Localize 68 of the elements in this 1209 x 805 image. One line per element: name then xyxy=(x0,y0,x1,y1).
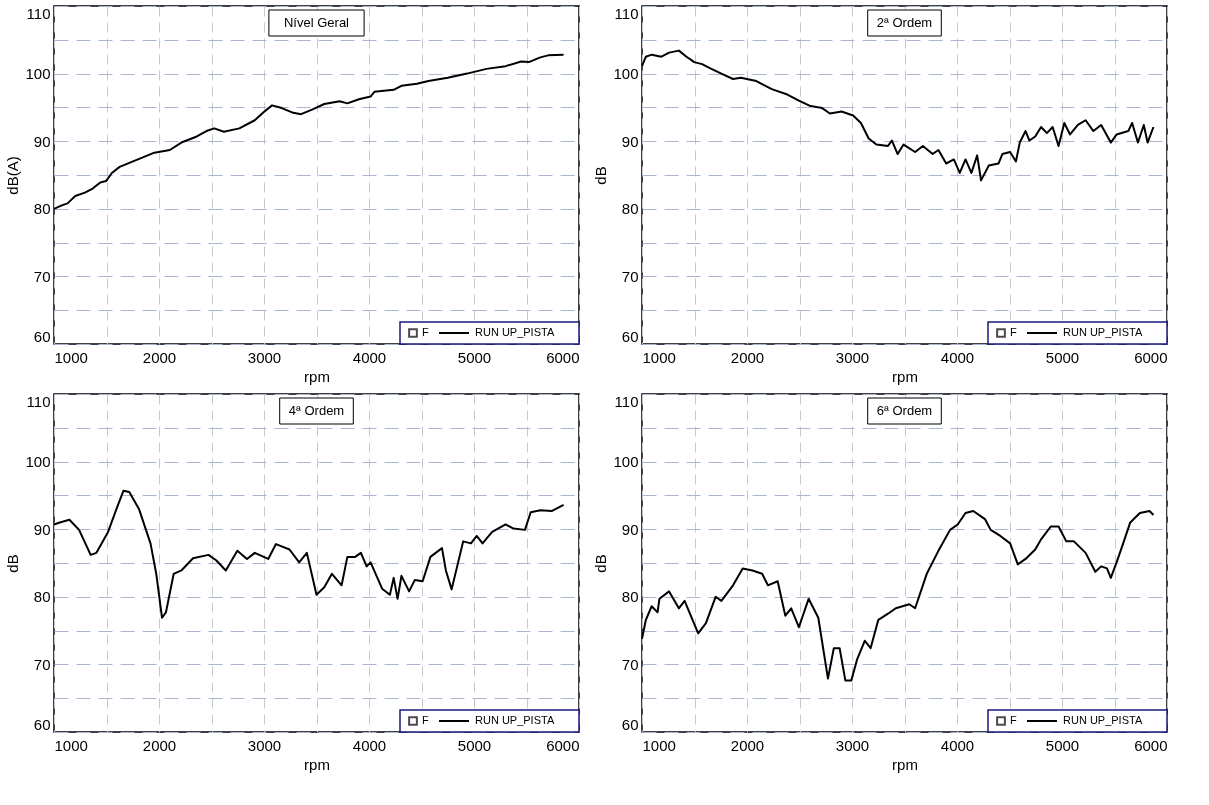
legend-label: RUN UP_PISTA xyxy=(475,326,555,338)
y-tick-label: 60 xyxy=(621,327,639,345)
y-tick-label: 70 xyxy=(621,267,639,285)
legend-label: RUN UP_PISTA xyxy=(1063,714,1143,726)
y-tick-label: 80 xyxy=(621,588,639,606)
x-tick-label: 4000 xyxy=(940,736,975,754)
y-tick-label: 70 xyxy=(33,267,51,285)
x-tick-label: 4000 xyxy=(940,348,975,366)
y-axis-title: dB xyxy=(592,166,610,185)
y-axis-title: dB xyxy=(592,554,610,573)
legend-label: RUN UP_PISTA xyxy=(475,714,555,726)
y-tick-label: 60 xyxy=(621,715,639,733)
x-tick-label: 1000 xyxy=(54,736,88,754)
x-tick-label: 3000 xyxy=(247,348,282,366)
y-axis-title: dB xyxy=(4,554,22,573)
legend-label: F xyxy=(422,326,429,338)
y-tick-label: 80 xyxy=(33,200,51,218)
x-axis-title: rpm xyxy=(304,367,330,385)
x-tick-label: 2000 xyxy=(142,736,177,754)
text: Nível Geral xyxy=(283,15,350,30)
x-tick-label: 5000 xyxy=(457,736,492,754)
x-tick-label: 5000 xyxy=(1045,736,1080,754)
y-tick-label: 90 xyxy=(33,132,51,150)
x-tick-label: 4000 xyxy=(352,736,387,754)
y-tick-label: 90 xyxy=(621,520,639,538)
y-tick-label: 90 xyxy=(33,520,51,538)
y-tick-label: 110 xyxy=(614,392,639,410)
x-tick-label: 4000 xyxy=(352,348,387,366)
y-tick-label: 110 xyxy=(26,392,51,410)
text: 2ª Ordem xyxy=(876,15,933,30)
y-tick-label: 60 xyxy=(33,715,51,733)
legend-label: F xyxy=(422,714,429,726)
y-tick-label: 100 xyxy=(613,453,639,471)
x-tick-label: 3000 xyxy=(835,348,870,366)
x-axis-title: rpm xyxy=(892,367,918,385)
legend-label: F xyxy=(1010,326,1017,338)
y-tick-label: 90 xyxy=(621,132,639,150)
text: 6ª Ordem xyxy=(876,403,933,418)
x-tick-label: 2000 xyxy=(142,348,177,366)
x-tick-label: 1000 xyxy=(642,736,676,754)
y-tick-label: 110 xyxy=(614,4,639,22)
x-tick-label: 6000 xyxy=(546,736,580,754)
y-tick-label: 70 xyxy=(621,655,639,673)
y-tick-label: 100 xyxy=(25,65,51,83)
y-tick-label: 60 xyxy=(33,327,51,345)
x-tick-label: 1000 xyxy=(54,348,88,366)
x-tick-label: 5000 xyxy=(457,348,492,366)
legend-label: F xyxy=(1010,714,1017,726)
y-tick-label: 100 xyxy=(25,453,51,471)
x-tick-label: 3000 xyxy=(835,736,870,754)
x-tick-label: 6000 xyxy=(1134,348,1168,366)
x-axis-title: rpm xyxy=(892,755,918,773)
x-tick-label: 3000 xyxy=(247,736,282,754)
y-tick-label: 70 xyxy=(33,655,51,673)
y-tick-label: 80 xyxy=(33,588,51,606)
x-tick-label: 6000 xyxy=(1134,736,1168,754)
x-axis-title: rpm xyxy=(304,755,330,773)
x-tick-label: 2000 xyxy=(730,736,765,754)
x-tick-label: 2000 xyxy=(730,348,765,366)
x-tick-label: 1000 xyxy=(642,348,676,366)
x-tick-label: 5000 xyxy=(1045,348,1080,366)
y-tick-label: 80 xyxy=(621,200,639,218)
x-tick-label: 6000 xyxy=(546,348,580,366)
y-tick-label: 100 xyxy=(613,65,639,83)
y-tick-label: 110 xyxy=(26,4,51,22)
text: 4ª Ordem xyxy=(288,403,345,418)
y-axis-title: dB(A) xyxy=(4,156,22,195)
legend-label: RUN UP_PISTA xyxy=(1063,326,1143,338)
